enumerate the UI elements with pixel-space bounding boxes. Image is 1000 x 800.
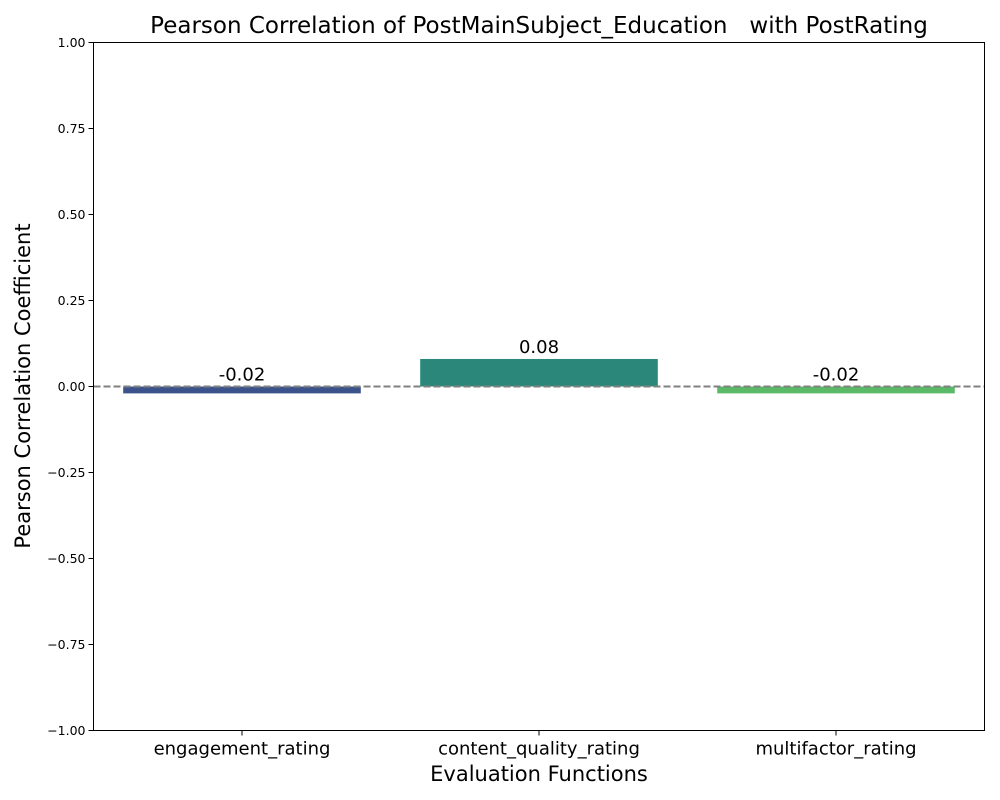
plot-frame <box>93 42 985 731</box>
x-tick-label: content_quality_rating <box>438 739 640 760</box>
x-tick-label: engagement_rating <box>154 739 331 760</box>
y-tick-label: 0.50 <box>58 207 86 222</box>
y-axis-label: Pearson Correlation Coefficient <box>11 223 35 548</box>
y-tick-label: −0.50 <box>47 551 85 566</box>
data-label-multifactor_rating: -0.02 <box>813 365 860 386</box>
bar-multifactor_rating <box>717 386 955 394</box>
data-label-engagement_rating: -0.02 <box>219 365 266 386</box>
y-tick-label: −0.25 <box>47 465 85 480</box>
y-tick-label: 0.00 <box>58 379 86 394</box>
bars-layer <box>123 358 955 394</box>
x-axis: engagement_rating content_quality_rating m… <box>154 730 917 760</box>
data-labels-layer: -0.02 0.08 -0.02 <box>219 337 860 386</box>
y-tick-label: −0.75 <box>47 637 85 652</box>
x-tick-label: multifactor_rating <box>755 739 916 760</box>
y-tick-label: 1.00 <box>58 35 86 50</box>
chart-title: Pearson Correlation of PostMainSubject_E… <box>150 13 928 39</box>
y-tick-label: 0.25 <box>58 293 86 308</box>
y-tick-label: 0.75 <box>58 121 86 136</box>
bar-engagement_rating <box>123 386 361 394</box>
bar-content_quality_rating <box>420 358 658 387</box>
y-tick-label: −1.00 <box>47 723 85 738</box>
data-label-content_quality_rating: 0.08 <box>519 337 559 358</box>
x-axis-label: Evaluation Functions <box>430 762 648 786</box>
y-axis: −1.00 −0.75 −0.50 −0.25 0.00 0.25 0.50 0.75 1.00 <box>47 35 94 738</box>
